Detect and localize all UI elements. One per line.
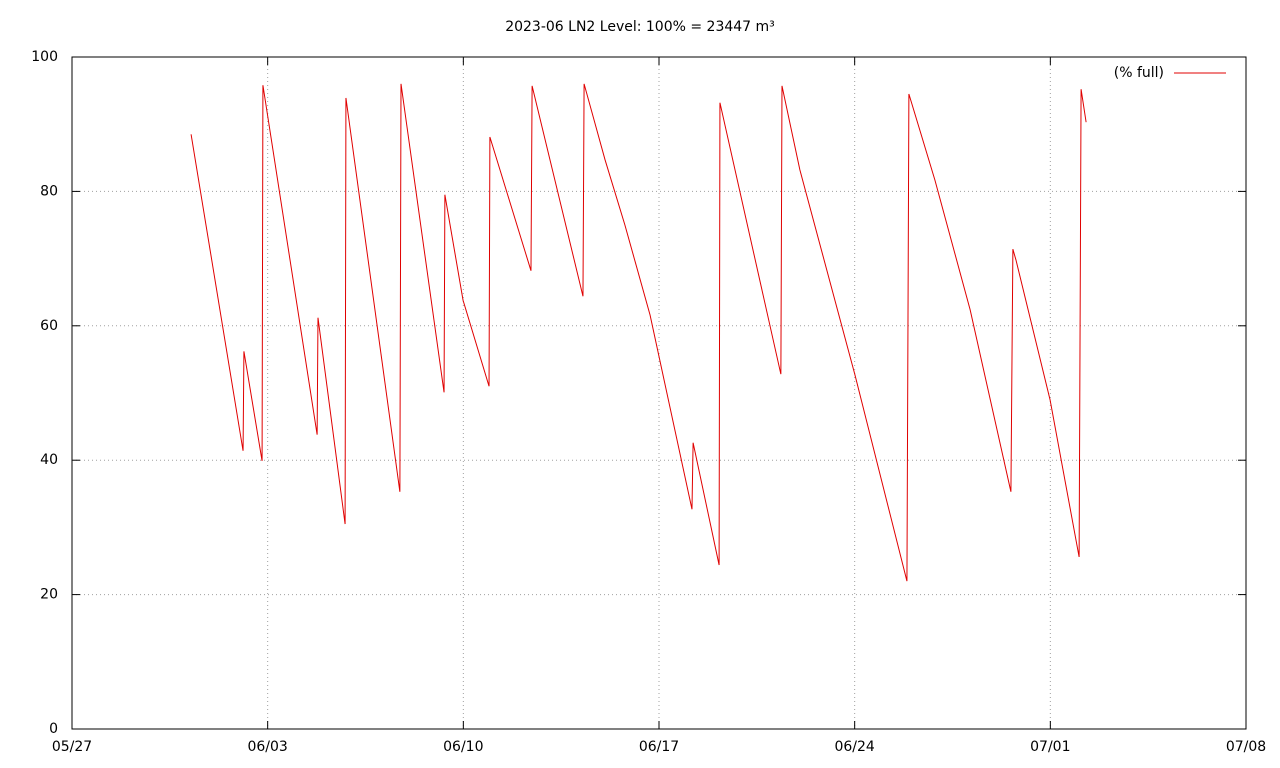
x-tick-label: 06/10: [443, 739, 483, 755]
y-tick-label: 40: [40, 452, 58, 468]
x-tick-label: 06/03: [247, 739, 287, 755]
x-tick-label: 05/27: [52, 739, 92, 755]
y-tick-label: 80: [40, 183, 58, 199]
y-tick-label: 60: [40, 318, 58, 334]
x-tick-label: 06/24: [834, 739, 874, 755]
x-tick-label: 07/01: [1030, 739, 1070, 755]
y-tick-label: 20: [40, 587, 58, 603]
data-line: [190, 83, 1087, 582]
legend-label: (% full): [1114, 65, 1164, 81]
y-tick-label: 100: [31, 49, 58, 65]
x-tick-label: 07/08: [1226, 739, 1266, 755]
x-tick-label: 06/17: [639, 739, 679, 755]
chart-title: 2023-06 LN2 Level: 100% = 23447 m³: [505, 19, 775, 35]
y-tick-label: 0: [49, 721, 58, 737]
